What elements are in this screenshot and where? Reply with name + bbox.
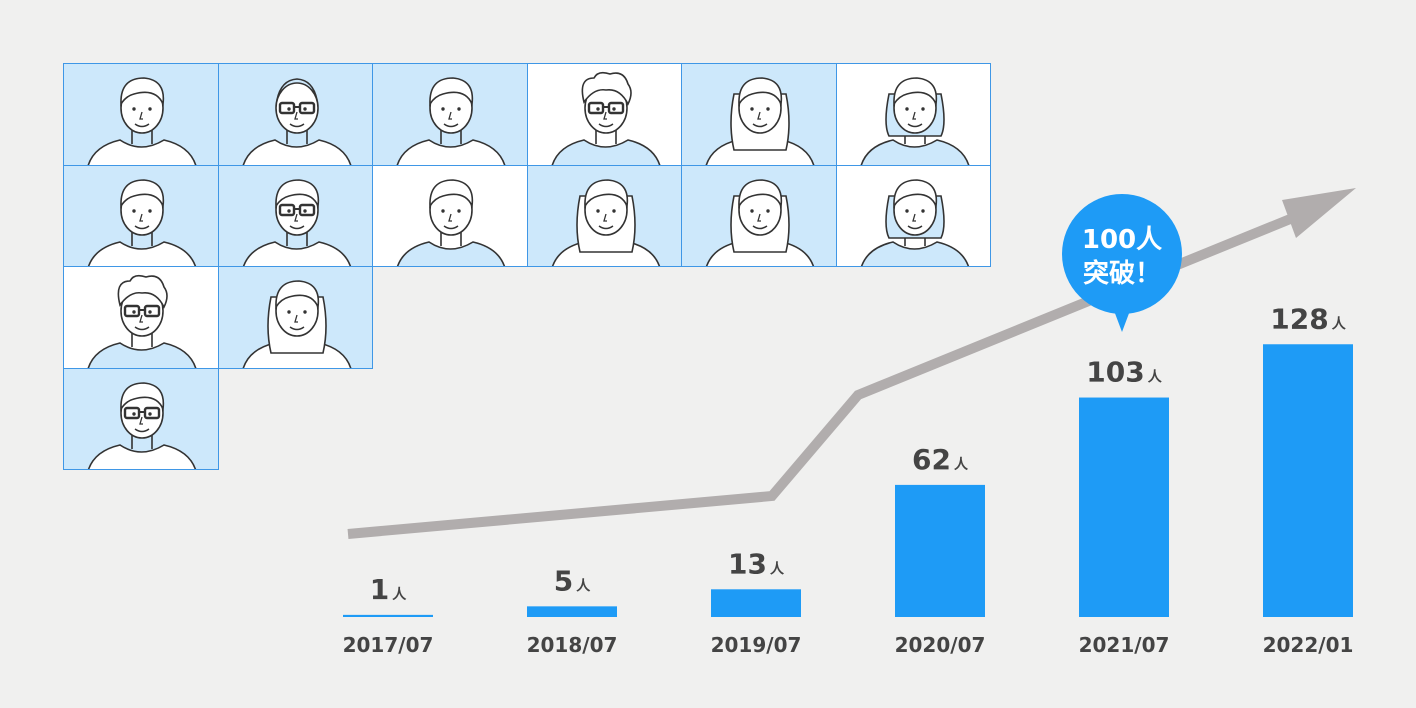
person-illustration xyxy=(87,381,197,470)
member-portrait xyxy=(526,164,682,267)
bar-value-label: 128 人 xyxy=(1270,302,1346,335)
bar xyxy=(343,614,433,617)
person-illustration xyxy=(242,280,351,368)
bar xyxy=(527,606,617,617)
callout-line-2: 突破！ xyxy=(1083,258,1161,289)
person-illustration xyxy=(860,77,969,165)
member-portrait xyxy=(835,63,991,166)
member-portrait xyxy=(63,63,219,166)
callout-line-1: 100人 xyxy=(1082,225,1162,255)
person-illustration xyxy=(396,77,506,165)
bar xyxy=(895,484,985,617)
member-portrait xyxy=(217,164,373,267)
person-illustration xyxy=(860,178,969,267)
member-portrait xyxy=(835,164,991,267)
member-portrait xyxy=(63,266,219,369)
milestone-callout-bubble xyxy=(1062,194,1182,314)
milestone-callout-pointer xyxy=(1113,308,1131,332)
bar-value-label: 62 人 xyxy=(912,443,969,476)
x-tick-label: 2017/07 xyxy=(343,633,434,657)
growth-arrow-head xyxy=(1282,188,1356,238)
x-tick-label: 2022/01 xyxy=(1263,633,1354,657)
x-tick-label: 2021/07 xyxy=(1079,633,1170,657)
person-illustration xyxy=(705,178,815,267)
growth-trend-line xyxy=(347,210,1302,539)
person-illustration xyxy=(396,178,506,267)
x-tick-label: 2019/07 xyxy=(711,633,802,657)
bar xyxy=(1079,397,1169,617)
x-tick-label: 2020/07 xyxy=(895,633,986,657)
member-portrait xyxy=(217,266,373,369)
bar xyxy=(1263,344,1353,617)
member-portrait xyxy=(63,367,219,470)
member-portrait xyxy=(526,63,682,166)
person-illustration xyxy=(551,178,660,267)
person-illustration xyxy=(242,78,351,165)
person-illustration xyxy=(705,77,815,165)
bar-value-label: 13 人 xyxy=(728,547,785,580)
x-tick-label: 2018/07 xyxy=(527,633,618,657)
person-illustration xyxy=(551,71,660,165)
person-illustration xyxy=(87,77,197,165)
bar-value-label: 103 人 xyxy=(1086,356,1162,389)
person-illustration xyxy=(87,178,197,267)
bar xyxy=(711,589,801,617)
member-portrait xyxy=(372,164,528,267)
person-illustration xyxy=(87,274,197,368)
person-illustration xyxy=(242,178,351,267)
